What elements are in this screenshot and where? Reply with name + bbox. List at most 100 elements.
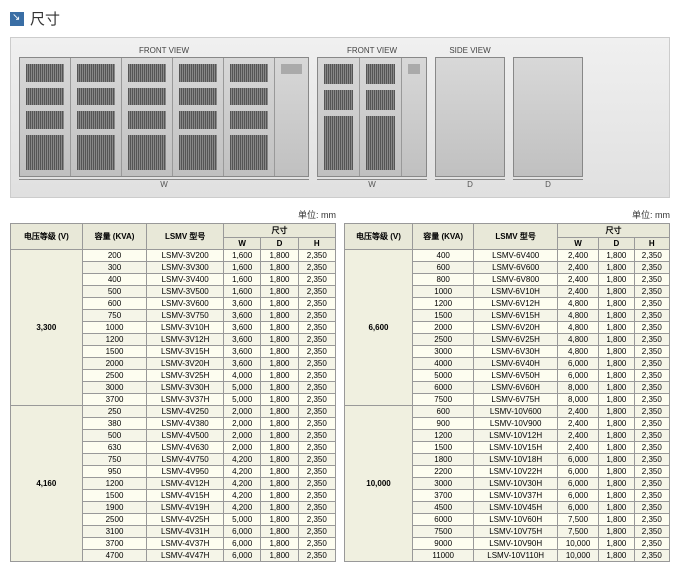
cell-h: 2,350 [634,370,669,382]
cell-m: LSMV-10V90H [474,538,558,550]
cell-h: 2,350 [634,358,669,370]
cell-kva: 3700 [412,490,473,502]
cell-h: 2,350 [634,286,669,298]
cell-d: 1,800 [261,514,298,526]
cell-kva: 9000 [412,538,473,550]
cell-w: 3,600 [223,358,260,370]
cell-w: 4,200 [223,466,260,478]
cell-d: 1,800 [599,370,634,382]
cell-m: LSMV-3V30H [147,382,224,394]
cabinet-medium [317,57,427,177]
cell-w: 3,600 [223,346,260,358]
cell-m: LSMV-4V47H [147,550,224,562]
cell-h: 2,350 [634,394,669,406]
cell-kva: 600 [412,262,473,274]
cell-kva: 5000 [412,370,473,382]
cell-h: 2,350 [298,262,335,274]
cell-kva: 3700 [82,394,147,406]
cell-kva: 3000 [412,478,473,490]
cell-kva: 750 [82,310,147,322]
col-model: LSMV 型号 [147,224,224,250]
cell-h: 2,350 [298,418,335,430]
cell-kva: 11000 [412,550,473,562]
cell-w: 2,000 [223,430,260,442]
cell-h: 2,350 [298,322,335,334]
cell-m: LSMV-4V750 [147,454,224,466]
cell-m: LSMV-10V110H [474,550,558,562]
col-voltage: 电压等级 (V) [11,224,83,250]
side-view-2: D [513,46,583,189]
cell-w: 4,800 [557,322,598,334]
cell-h: 2,350 [298,538,335,550]
cell-h: 2,350 [298,454,335,466]
cell-m: LSMV-6V800 [474,274,558,286]
cell-w: 6,000 [557,478,598,490]
cell-h: 2,350 [634,322,669,334]
cell-d: 1,800 [599,262,634,274]
cell-kva: 4500 [412,502,473,514]
cell-h: 2,350 [634,334,669,346]
cell-m: LSMV-3V37H [147,394,224,406]
cabinet-side [435,57,505,177]
page: 尺寸 FRONT VIEW W FRONT VIEW W [0,0,680,570]
cell-h: 2,350 [634,550,669,562]
cell-d: 1,800 [599,322,634,334]
cell-m: LSMV-4V250 [147,406,224,418]
dim-w: W [317,179,427,189]
cell-w: 2,400 [557,430,598,442]
col-capacity: 容量 (KVA) [82,224,147,250]
cell-d: 1,800 [261,274,298,286]
cell-kva: 7500 [412,526,473,538]
view-label: SIDE VIEW [449,46,490,55]
cell-d: 1,800 [261,442,298,454]
table-row: 6,600400LSMV-6V4002,4001,8002,350 [345,250,670,262]
side-view-1: SIDE VIEW D [435,46,505,189]
table-head: 电压等级 (V) 容量 (KVA) LSMV 型号 尺寸 W D H [11,224,336,250]
cell-w: 2,400 [557,274,598,286]
cell-w: 7,500 [557,526,598,538]
cell-h: 2,350 [298,334,335,346]
cell-m: LSMV-4V15H [147,490,224,502]
cell-d: 1,800 [261,250,298,262]
cell-m: LSMV-10V22H [474,466,558,478]
cell-h: 2,350 [634,502,669,514]
cell-m: LSMV-4V37H [147,538,224,550]
cell-kva: 630 [82,442,147,454]
cell-kva: 2000 [82,358,147,370]
cell-d: 1,800 [599,346,634,358]
cell-d: 1,800 [261,502,298,514]
table-row: 3,300200LSMV-3V2001,6001,8002,350 [11,250,336,262]
cell-m: LSMV-6V60H [474,382,558,394]
cell-h: 2,350 [634,310,669,322]
cell-w: 1,600 [223,262,260,274]
cell-w: 6,000 [223,538,260,550]
cabinet-large [19,57,309,177]
cell-w: 4,000 [223,370,260,382]
cell-h: 2,350 [634,250,669,262]
cell-kva: 2000 [412,322,473,334]
cell-kva: 1000 [412,286,473,298]
cell-kva: 2500 [412,334,473,346]
cell-d: 1,800 [261,478,298,490]
cell-h: 2,350 [298,250,335,262]
cell-m: LSMV-10V75H [474,526,558,538]
cell-w: 7,500 [557,514,598,526]
cell-d: 1,800 [599,334,634,346]
cell-d: 1,800 [261,466,298,478]
unit-label: 单位: mm [10,208,336,221]
cell-kva: 200 [82,250,147,262]
cell-h: 2,350 [298,298,335,310]
cell-m: LSMV-10V37H [474,490,558,502]
cell-m: LSMV-6V12H [474,298,558,310]
cell-d: 1,800 [599,502,634,514]
cell-w: 2,000 [223,442,260,454]
cell-m: LSMV-6V10H [474,286,558,298]
cell-w: 2,000 [223,418,260,430]
cell-m: LSMV-6V15H [474,310,558,322]
cell-kva: 1200 [412,298,473,310]
table-body: 6,600400LSMV-6V4002,4001,8002,350600LSMV… [345,250,670,562]
cell-w: 10,000 [557,538,598,550]
cell-d: 1,800 [599,442,634,454]
cell-m: LSMV-10V600 [474,406,558,418]
dim-w: W [19,179,309,189]
